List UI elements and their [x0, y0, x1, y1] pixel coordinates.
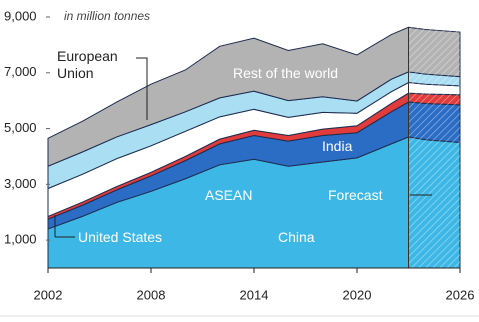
- y-tick-label: 7,000: [4, 64, 37, 79]
- leader-line: [136, 57, 148, 120]
- series-label: China: [278, 229, 315, 245]
- x-tick-label: 2008: [137, 287, 166, 302]
- subtitle: in million tonnes: [64, 9, 150, 23]
- x-tick-label: 2014: [240, 287, 269, 302]
- y-tick-label: 5,000: [4, 120, 37, 135]
- y-tick-label: 9,000: [4, 8, 37, 23]
- x-tick-label: 2002: [34, 287, 63, 302]
- series-label: European Union: [57, 48, 118, 81]
- forecast-hatch: [408, 17, 460, 268]
- y-tick-label: 1,000: [4, 232, 37, 247]
- x-tick-label: 2020: [343, 287, 372, 302]
- series-label: India: [322, 138, 353, 154]
- series-label: Rest of the world: [233, 65, 339, 81]
- x-tick-label: 2026: [446, 287, 475, 302]
- forecast-label: Forecast: [328, 187, 383, 203]
- series-label: ASEAN: [205, 187, 253, 203]
- series-label: United States: [78, 229, 163, 245]
- y-tick-label: 3,000: [4, 176, 37, 191]
